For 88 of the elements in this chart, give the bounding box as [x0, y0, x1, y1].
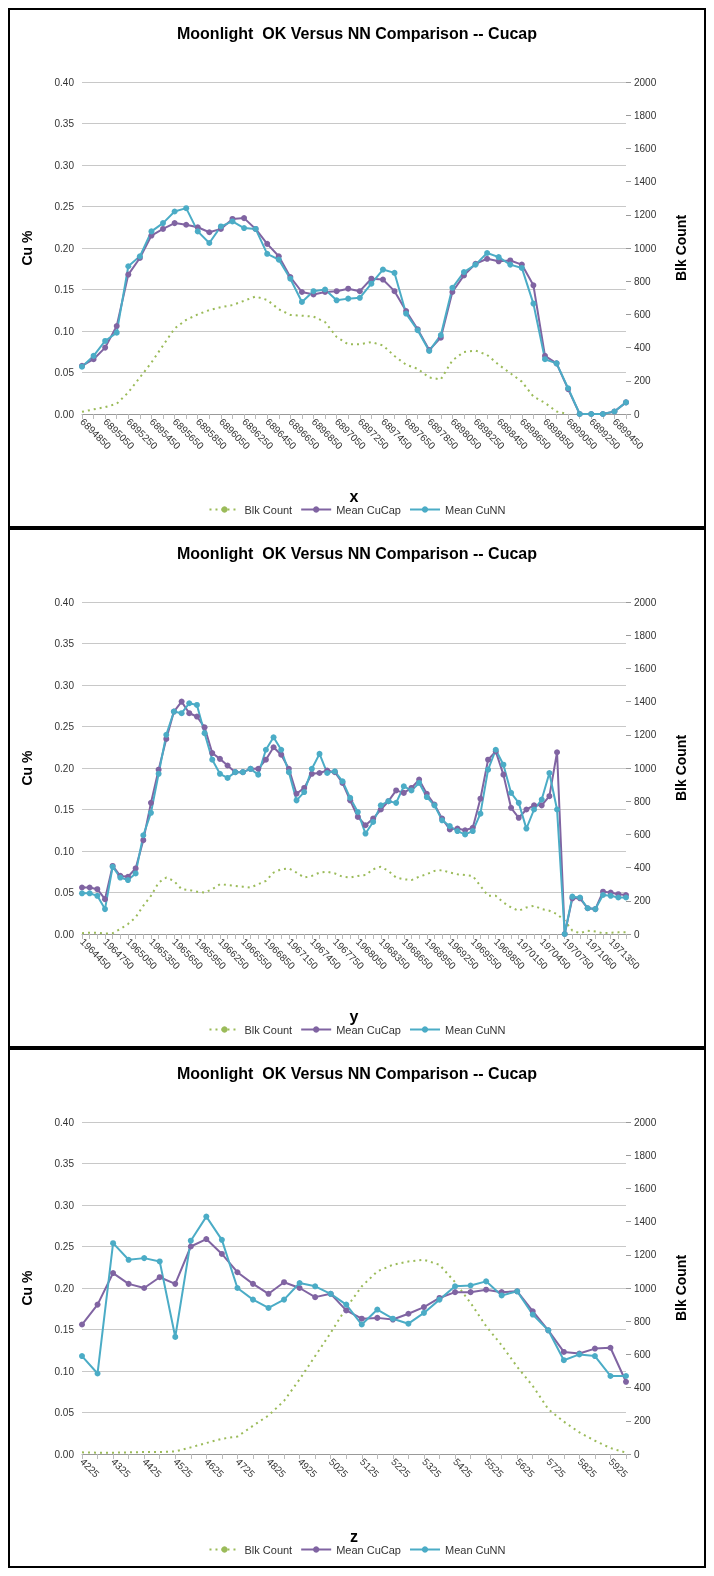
x-tick-label: 4325	[109, 1456, 133, 1480]
chart-title: Moonlight OK Versus NN Comparison -- Cucap	[176, 544, 538, 562]
y-axis-title: Cu %	[19, 1269, 35, 1306]
y2-tick-label: 800	[634, 1315, 652, 1327]
y2-tick-label: 800	[634, 795, 652, 807]
y2-tick-label: 0	[634, 928, 640, 940]
x-tick-label: 4225	[78, 1456, 102, 1480]
y-tick-label: 0.15	[54, 1324, 75, 1335]
y2-tick-label: 1000	[634, 1282, 657, 1294]
legend-label: Blk Count	[244, 1543, 293, 1556]
y2-tick-label: 600	[634, 308, 652, 320]
legend-label: Mean CuNN	[444, 503, 506, 516]
y-axis-title: Cu %	[19, 229, 35, 266]
y-tick-label: 0.05	[54, 1407, 75, 1418]
y2-tick-label: 1200	[634, 1249, 657, 1261]
y-tick-label: 0.35	[54, 1158, 75, 1169]
y2-tick-label: 1000	[634, 242, 657, 254]
y-tick-label: 0.10	[54, 325, 75, 337]
y2-tick-label: 400	[634, 342, 652, 354]
y2-tick-label: 1600	[634, 1182, 657, 1194]
y-tick-label: 0.25	[54, 201, 75, 212]
y2-tick-label: 2000	[634, 76, 657, 88]
x-axis-title: z	[350, 1527, 358, 1545]
y2-tick-label: 200	[634, 895, 652, 907]
y-tick-label: 0.00	[54, 408, 75, 420]
y-tick-label: 0.10	[54, 1365, 75, 1377]
y2-tick-label: 1000	[634, 762, 657, 774]
y2-tick-label: 400	[634, 1382, 652, 1394]
legend-label: Mean CuNN	[444, 1543, 506, 1556]
y-tick-label: 0.00	[54, 1448, 75, 1460]
y2-axis-title: Blk Count	[673, 214, 689, 282]
y-tick-label: 0.20	[54, 242, 75, 254]
y2-tick-label: 200	[634, 1415, 652, 1427]
y2-axis-title: Blk Count	[673, 734, 689, 802]
legend-label: Mean CuNN	[444, 1023, 506, 1036]
y2-tick-label: 2000	[634, 1116, 657, 1128]
y2-tick-label: 1800	[634, 629, 657, 641]
y2-tick-label: 1400	[634, 1216, 657, 1228]
y2-tick-label: 0	[634, 1448, 640, 1460]
y-tick-label: 0.35	[54, 118, 75, 129]
y-tick-label: 0.25	[54, 721, 75, 732]
y2-tick-label: 1200	[634, 209, 657, 221]
y-tick-label: 0.25	[54, 1241, 75, 1252]
y2-tick-label: 600	[634, 1348, 652, 1360]
y-tick-label: 0.15	[54, 284, 75, 295]
chart-title: Moonlight OK Versus NN Comparison -- Cucap	[176, 24, 538, 42]
x-tick-label: 4825	[264, 1456, 289, 1480]
y-tick-label: 0.20	[54, 1282, 75, 1294]
y-axis-title: Cu %	[19, 749, 35, 786]
x-axis-title: x	[349, 487, 359, 505]
x-axis-title: y	[349, 1007, 359, 1025]
x-tick-label: 4625	[202, 1456, 227, 1480]
x-tick-label: 4725	[233, 1456, 258, 1480]
y2-tick-label: 600	[634, 828, 652, 840]
y2-tick-label: 1400	[634, 176, 657, 188]
y2-tick-label: 1400	[634, 696, 657, 708]
y2-tick-label: 2000	[634, 596, 657, 608]
y2-tick-label: 1200	[634, 729, 657, 741]
y-tick-label: 0.15	[54, 804, 75, 815]
y-tick-label: 0.35	[54, 638, 75, 649]
y2-tick-label: 1600	[634, 142, 657, 154]
legend-label: Mean CuCap	[336, 503, 402, 516]
y-tick-label: 0.30	[54, 1199, 75, 1211]
y-tick-label: 0.30	[54, 159, 75, 171]
y2-tick-label: 800	[634, 275, 652, 287]
y-tick-label: 0.00	[54, 928, 75, 940]
x-tick-label: 4925	[295, 1456, 320, 1480]
y-tick-label: 0.30	[54, 679, 75, 691]
legend-label: Mean CuCap	[336, 1543, 402, 1556]
y-tick-label: 0.20	[54, 762, 75, 774]
y-tick-label: 0.40	[54, 76, 75, 88]
y2-tick-label: 200	[634, 375, 652, 387]
y-tick-label: 0.05	[54, 887, 75, 898]
y-tick-label: 0.05	[54, 367, 75, 378]
x-tick-label: 4425	[140, 1456, 165, 1480]
legend-label: Blk Count	[244, 1023, 293, 1036]
y-tick-label: 0.40	[54, 596, 75, 608]
chart-title: Moonlight OK Versus NN Comparison -- Cucap	[176, 1064, 538, 1082]
y-tick-label: 0.40	[54, 1116, 75, 1128]
y2-tick-label: 0	[634, 408, 640, 420]
x-tick-label: 4525	[171, 1456, 196, 1480]
y2-tick-label: 1800	[634, 1149, 657, 1161]
y2-tick-label: 400	[634, 862, 652, 874]
y2-tick-label: 1600	[634, 662, 657, 674]
legend-label: Blk Count	[244, 503, 293, 516]
y-tick-label: 0.10	[54, 845, 75, 857]
y2-tick-label: 1800	[634, 109, 657, 121]
y2-axis-title: Blk Count	[673, 1254, 689, 1322]
